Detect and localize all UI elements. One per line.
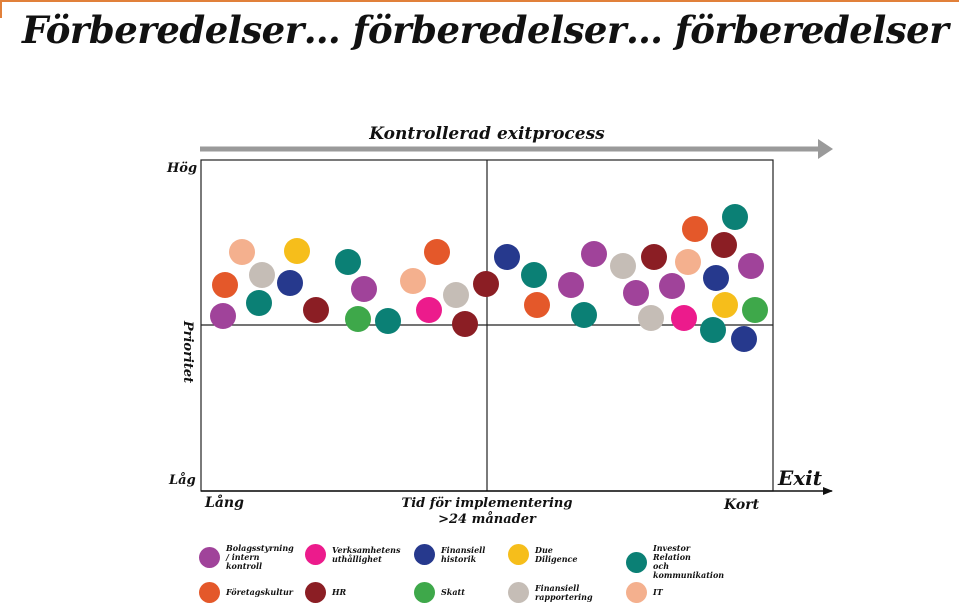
legend-dot: [508, 544, 529, 565]
dot-investor: [375, 308, 401, 334]
dot-it: [400, 268, 426, 294]
legend-item-bolag: Bolagsstyrning / intern kontroll: [199, 544, 294, 571]
dot-verksamhet: [416, 297, 442, 323]
legend-dot: [199, 582, 220, 603]
legend-label: HR: [332, 587, 347, 597]
dot-investor: [335, 249, 361, 275]
dot-verksamhet: [671, 305, 697, 331]
dot-foretagskultur: [682, 216, 708, 242]
y-high-label: Hög: [166, 161, 197, 176]
legend-dot: [626, 582, 647, 603]
dot-investor: [521, 262, 547, 288]
legend-item-it: IT: [626, 582, 663, 603]
dot-investor: [246, 290, 272, 316]
dot-foretagskultur: [212, 272, 238, 298]
legend-dot: [199, 547, 220, 568]
legend-label: Finansiell historik: [441, 544, 486, 564]
corner-accent-horizontal: [0, 0, 959, 2]
legend-label: IT: [653, 587, 663, 597]
legend-dot: [626, 551, 647, 573]
y-low-label: Låg: [168, 472, 196, 488]
dot-bolag: [738, 253, 764, 279]
dot-finansiell-historik: [494, 244, 520, 270]
legend-dot: [305, 582, 326, 603]
legend-item-due-diligence: Due Diligence: [508, 544, 578, 565]
x-mid-label-line2: >24 månader: [438, 511, 537, 527]
dot-foretagskultur: [524, 292, 550, 318]
legend-item-finansiell-historik: Finansiell historik: [414, 544, 485, 565]
dot-it: [675, 249, 701, 275]
dot-finansiell-historik: [703, 265, 729, 291]
dot-bolag: [558, 272, 584, 298]
y-axis-label: Prioritet: [180, 320, 195, 383]
dot-investor: [700, 317, 726, 343]
dot-finansiell-rapportering: [249, 262, 275, 288]
dot-hr: [473, 271, 499, 297]
dot-hr: [303, 297, 329, 323]
dot-investor: [722, 204, 748, 230]
top-arrow-head: [818, 139, 833, 159]
x-long-label: Lång: [204, 493, 244, 511]
dot-foretagskultur: [424, 239, 450, 265]
legend-label: Företagskultur: [226, 587, 293, 597]
dot-bolag: [210, 303, 236, 329]
slide-title: Förberedelser… förberedelser… förberedel…: [22, 8, 949, 52]
corner-accent-vertical: [0, 0, 2, 18]
dot-finansiell-rapportering: [638, 305, 664, 331]
dot-investor: [571, 302, 597, 328]
legend-label: Finansiell rapportering: [535, 582, 593, 602]
dot-due-diligence: [284, 238, 310, 264]
dot-bolag: [581, 241, 607, 267]
dot-hr: [641, 244, 667, 270]
legend-item-verksamhet: Verksamhetens uthållighet: [305, 544, 400, 565]
dot-finansiell-historik: [277, 270, 303, 296]
dot-hr: [452, 311, 478, 337]
dot-bolag: [659, 273, 685, 299]
x-mid-label-line1: Tid för implementering: [402, 496, 573, 511]
legend-item-skatt: Skatt: [414, 582, 465, 603]
top-arrow-label: Kontrollerad exitprocess: [368, 124, 605, 144]
dots-group: [210, 204, 768, 352]
legend-dot: [305, 544, 326, 565]
legend-dot: [414, 582, 435, 603]
dot-skatt: [345, 306, 371, 332]
x-short-label: Kort: [723, 497, 760, 513]
legend-label: Investor Relation och kommunikation: [653, 543, 725, 580]
dot-finansiell-rapportering: [443, 282, 469, 308]
legend-item-finansiell-rapportering: Finansiell rapportering: [508, 582, 593, 603]
legend-label: Due Diligence: [535, 544, 578, 564]
legend-label: Bolagsstyrning / intern kontroll: [226, 543, 294, 571]
legend-item-investor: Investor Relation och kommunikation: [626, 544, 724, 580]
dot-bolag: [623, 280, 649, 306]
x-exit-label: Exit: [777, 466, 823, 490]
legend-label: Verksamhetens uthållighet: [332, 544, 401, 564]
dot-skatt: [742, 297, 768, 323]
legend-item-hr: HR: [305, 582, 346, 603]
legend-label: Skatt: [441, 587, 465, 597]
legend-item-foretagskultur: Företagskultur: [199, 582, 293, 603]
legend-dot: [508, 582, 529, 603]
legend-dot: [414, 544, 435, 565]
dot-it: [229, 239, 255, 265]
dot-due-diligence: [712, 292, 738, 318]
dot-finansiell-historik: [731, 326, 757, 352]
dot-hr: [711, 232, 737, 258]
dot-bolag: [351, 276, 377, 302]
dot-finansiell-rapportering: [610, 253, 636, 279]
